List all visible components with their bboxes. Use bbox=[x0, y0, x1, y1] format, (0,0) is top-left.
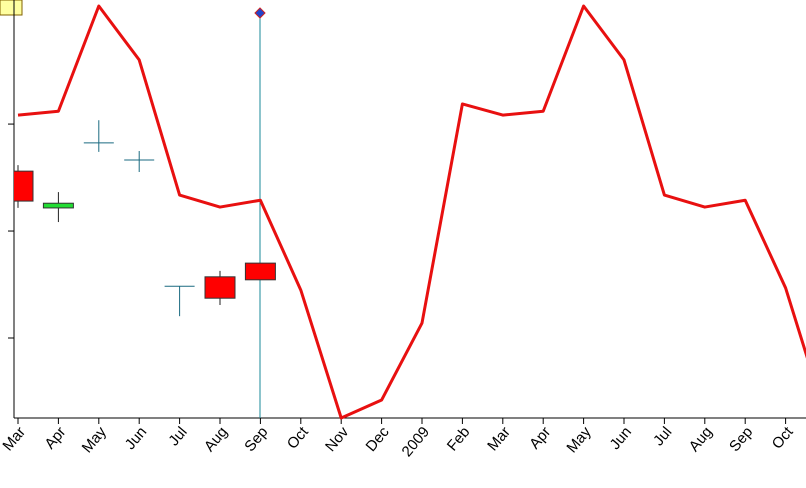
x-tick-label: Nov bbox=[322, 423, 352, 455]
x-tick-label: Mar bbox=[0, 424, 29, 455]
x-tick-label: May bbox=[79, 423, 111, 456]
x-tick-label: Jul bbox=[165, 424, 190, 450]
x-tick-label: Oct bbox=[284, 423, 313, 452]
x-tick-label: Aug bbox=[686, 424, 716, 455]
candle-body bbox=[204, 276, 236, 299]
candle-body bbox=[42, 202, 74, 209]
x-tick-label: May bbox=[563, 423, 595, 456]
x-tick-label: Sep bbox=[726, 424, 756, 455]
x-tick-label: 2009 bbox=[399, 424, 433, 460]
x-tick-label: Sep bbox=[241, 424, 271, 455]
x-tick-label: Jul bbox=[650, 424, 675, 450]
x-tick-label: Dec bbox=[362, 423, 392, 455]
x-tick-label: Apr bbox=[41, 424, 69, 453]
x-tick-label: Feb bbox=[444, 424, 474, 455]
x-tick-label: Jun bbox=[606, 424, 635, 453]
line-series bbox=[17, 4, 806, 420]
x-tick-label: Oct bbox=[769, 423, 798, 452]
legend-box bbox=[0, 0, 23, 16]
cursor-marker bbox=[254, 7, 266, 19]
x-tick-label: Mar bbox=[484, 424, 514, 455]
plot bbox=[14, 4, 806, 420]
x-tick-label: Aug bbox=[201, 424, 231, 455]
candle-body bbox=[14, 170, 34, 202]
x-tick-label: Jun bbox=[122, 424, 151, 453]
x-tick-label: Apr bbox=[526, 424, 554, 453]
candle-body bbox=[244, 262, 276, 281]
